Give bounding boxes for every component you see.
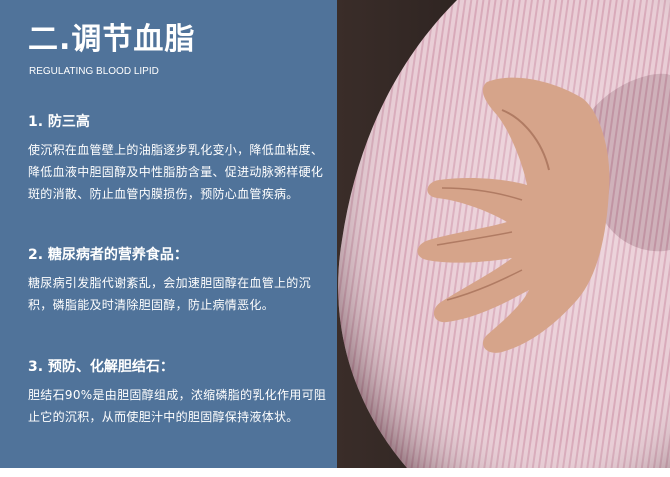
belly-illustration <box>337 0 670 468</box>
section-heading: 1. 防三高 <box>28 114 90 130</box>
section-heading: 2. 糖尿病者的营养食品： <box>28 247 188 263</box>
section-body: 胆结石90%是由胆固醇组成，浓缩磷脂的乳化作用可阻止它的沉积，从而使胆汁中的胆固… <box>28 388 327 424</box>
sleeve-shape <box>587 73 670 252</box>
section-body: 糖尿病引发脂代谢紊乱，会加速胆固醇在血管上的沉积，磷脂能及时清除胆固醇，防止病情… <box>28 276 311 312</box>
page-title: 二.调节血脂 <box>28 22 196 57</box>
sleeve-shading <box>587 73 670 252</box>
section-diabetes-nutrition: 2. 糖尿病者的营养食品： 糖尿病引发脂代谢紊乱，会加速胆固醇在血管上的沉积，磷… <box>28 244 328 316</box>
section-heading: 3. 预防、化解胆结石： <box>28 359 174 375</box>
hand <box>417 77 610 353</box>
bottom-margin <box>0 468 670 477</box>
pregnant-belly-photo <box>337 0 670 468</box>
section-gallstones: 3. 预防、化解胆结石： 胆结石90%是由胆固醇组成，浓缩磷脂的乳化作用可阻止它… <box>28 356 328 428</box>
info-panel: 二.调节血脂 REGULATING BLOOD LIPID 1. 防三高 使沉积… <box>0 0 337 468</box>
section-body: 使沉积在血管壁上的油脂逐步乳化变小，降低血粘度、降低血液中胆固醇及中性脂肪含量、… <box>28 143 324 201</box>
section-prevent-three-highs: 1. 防三高 使沉积在血管壁上的油脂逐步乳化变小，降低血粘度、降低血液中胆固醇及… <box>28 111 328 205</box>
page-subtitle: REGULATING BLOOD LIPID <box>29 66 159 77</box>
